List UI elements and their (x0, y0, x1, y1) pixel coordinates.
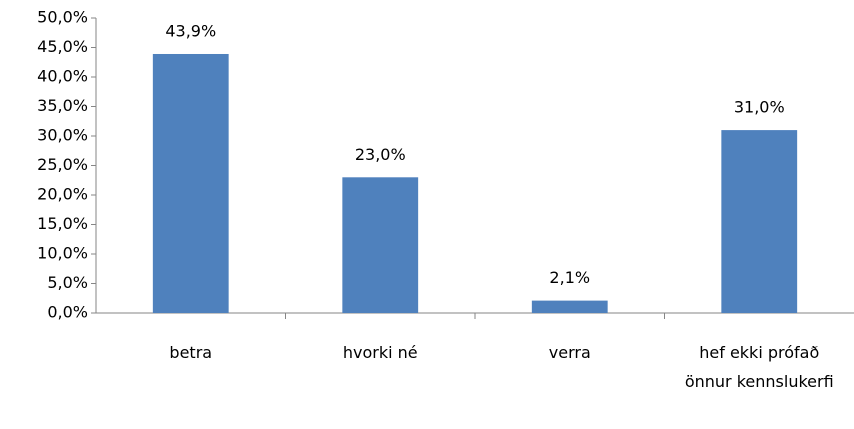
x-tick-label: hef ekki prófað önnur kennslukerfi (684, 343, 834, 391)
bar (531, 300, 608, 313)
y-tick-label: 20,0% (37, 185, 88, 204)
y-tick-label: 15,0% (37, 214, 88, 233)
y-tick-label: 25,0% (37, 155, 88, 174)
x-tick-label: verra (548, 343, 591, 362)
y-tick-label: 45,0% (37, 37, 88, 56)
y-tick-label: 40,0% (37, 67, 88, 86)
data-label: 31,0% (734, 98, 785, 117)
data-label: 2,1% (549, 268, 590, 287)
x-tick-label: betra (169, 343, 213, 362)
y-tick-label: 5,0% (47, 273, 88, 292)
y-tick-label: 0,0% (47, 303, 88, 322)
bar (152, 53, 229, 314)
data-label: 23,0% (355, 145, 406, 164)
y-tick-label: 50,0% (37, 8, 88, 27)
data-label: 43,9% (165, 21, 216, 40)
y-tick-label: 30,0% (37, 126, 88, 145)
x-tick-label: hvorki né (342, 343, 418, 362)
bar (721, 130, 798, 313)
y-tick-label: 35,0% (37, 96, 88, 115)
y-tick-label: 10,0% (37, 244, 88, 263)
bar (342, 177, 419, 313)
